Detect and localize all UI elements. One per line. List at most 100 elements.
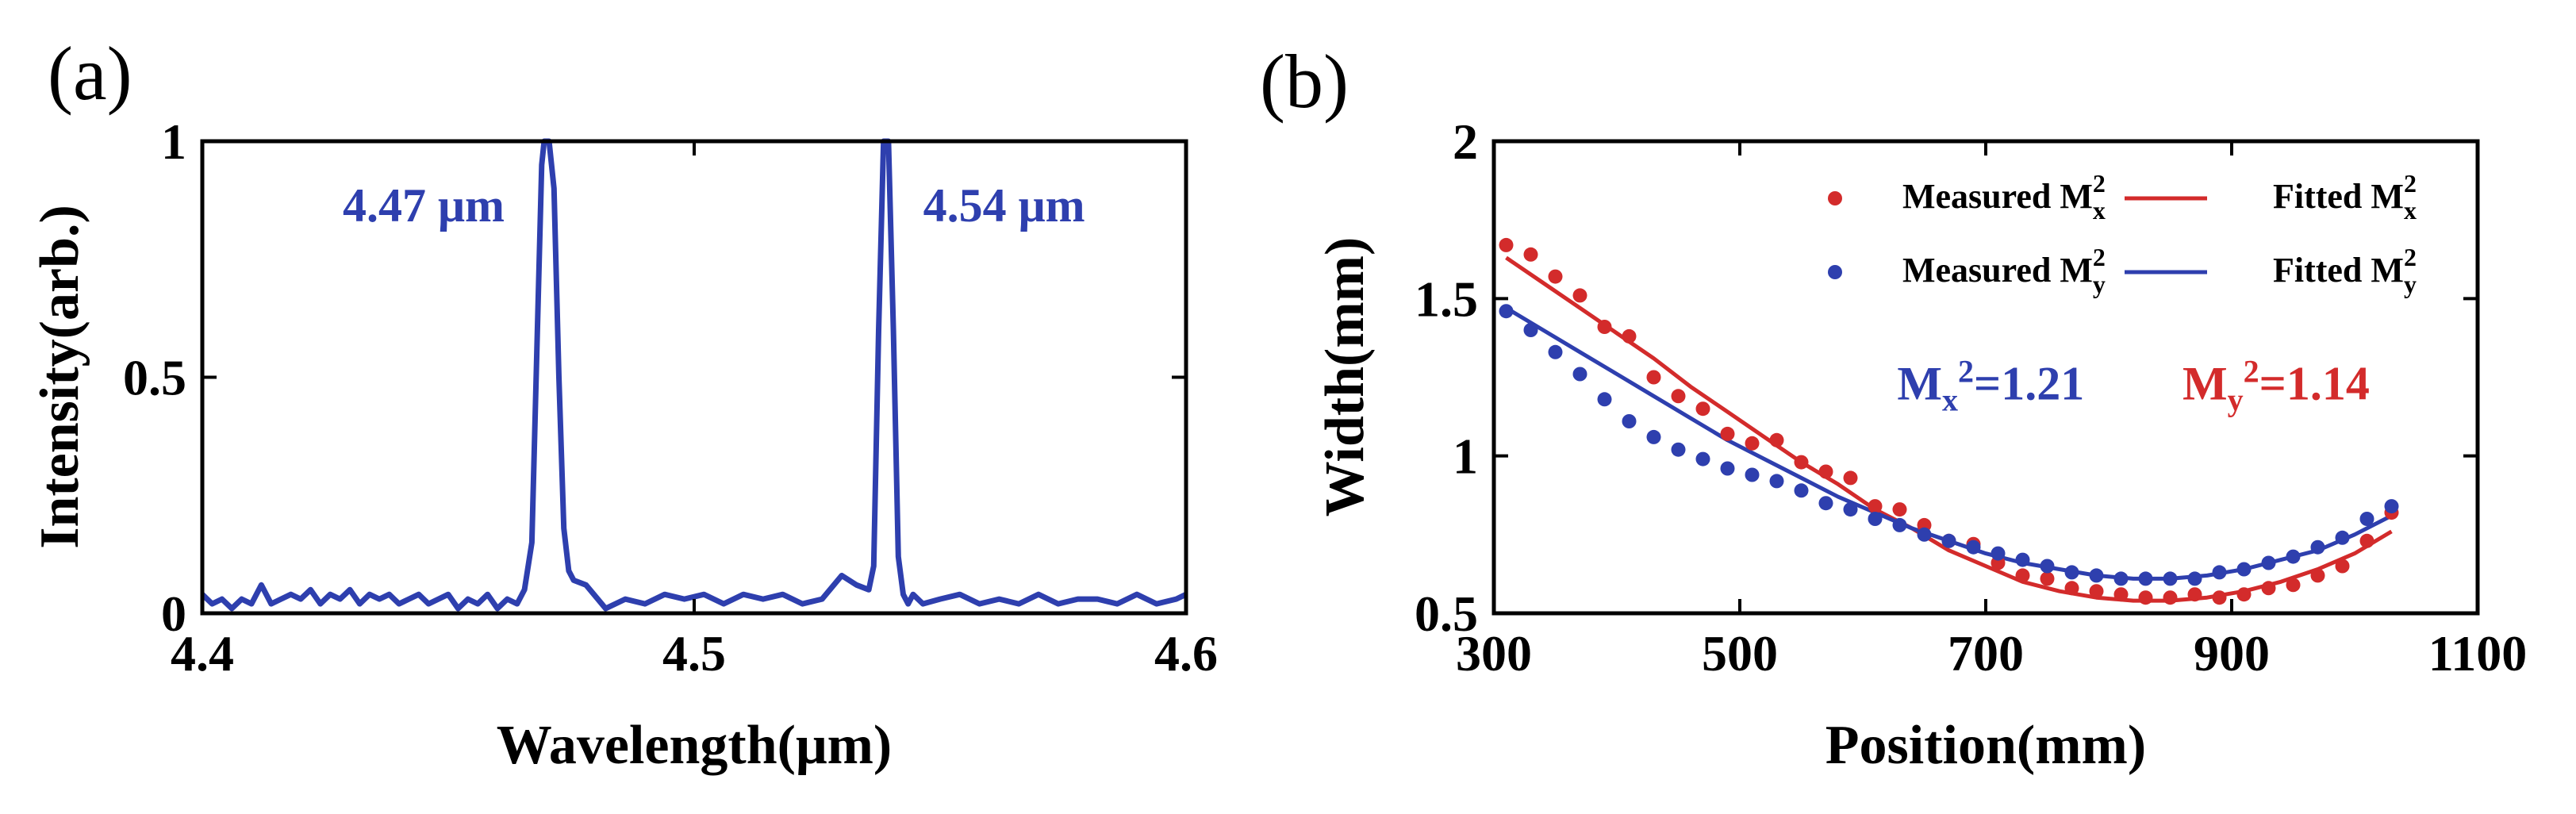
fitted-mx2-line	[1505, 255, 2393, 603]
panel-b-xtick-label: 900	[2194, 625, 2270, 682]
measured-mx2-point	[1745, 436, 1760, 451]
panel-b-xtick-label: 700	[1948, 625, 2024, 682]
measured-my2-point	[1818, 496, 1833, 511]
measured-mx2-point	[1843, 470, 1858, 486]
panel-b-legend: Measured M2 x Fitted M2 x Measured M2 y Fitted…	[1828, 169, 2417, 298]
measured-my2-point	[1745, 467, 1760, 482]
measured-my2-point	[1548, 344, 1563, 359]
measured-my2-point	[1917, 527, 1932, 542]
measured-my2-point	[1868, 512, 1883, 526]
legend-marker-dot	[1828, 265, 1842, 279]
measured-my2-point	[2384, 499, 2399, 514]
panel-b-ytick-label: 0.5	[1415, 586, 1478, 642]
measured-my2-point	[1597, 392, 1612, 407]
measured-mx2-point	[1794, 455, 1809, 470]
panel-b-xtick-label: 300	[1456, 625, 1532, 682]
legend-label: Fitted M2 x	[2273, 169, 2417, 225]
measured-mx2-point	[2236, 587, 2252, 602]
measured-my2-point	[1622, 414, 1637, 428]
measured-my2-point	[2163, 571, 2178, 586]
measured-my2-point	[1892, 517, 1907, 532]
measured-mx2-point	[2335, 559, 2350, 574]
measured-mx2-point	[1597, 320, 1612, 334]
measured-mx2-point	[2113, 587, 2129, 602]
measured-mx2-point	[1499, 237, 1514, 252]
measured-my2-point	[1671, 442, 1686, 457]
measured-mx2-point	[1868, 499, 1883, 514]
measured-my2-point	[1572, 367, 1587, 382]
measured-mx2-point	[2286, 578, 2301, 593]
measured-my2-point	[1523, 323, 1538, 337]
measured-mx2-point	[1695, 401, 1710, 417]
panel-b-m2-annotations: Mx2=1.21 My2=1.14	[1897, 353, 2369, 417]
measured-my2-point	[1499, 304, 1514, 319]
measured-mx2-point	[1769, 432, 1784, 447]
m2-value-1: Mx2=1.21	[1897, 353, 2084, 417]
panel-a-ytick-label: 0	[161, 586, 186, 642]
panel-a-ytick-label: 0.5	[123, 350, 186, 406]
measured-mx2-point	[1818, 464, 1833, 479]
panel-a-xtick-label: 4.4	[171, 625, 234, 682]
measured-mx2-point	[1548, 269, 1563, 284]
panel-b-ytick-label: 2	[1453, 113, 1478, 170]
panel-a-ticks: 4.4 4.5 4.6 0 0.5 1	[123, 113, 1218, 682]
measured-my2-point	[2187, 571, 2202, 586]
measured-my2-point	[1843, 502, 1858, 517]
measured-my2-point	[1966, 539, 1981, 555]
measured-my2-point	[1695, 451, 1710, 467]
panel-b-ytick-label: 1.5	[1415, 271, 1478, 327]
measured-my2-point	[2310, 539, 2325, 555]
measured-mx2-point	[2212, 590, 2227, 605]
measured-my2-point	[2089, 568, 2104, 583]
panel-a-label: (a)	[48, 31, 132, 116]
measured-mx2-point	[2310, 568, 2325, 583]
measured-mx2-point	[2089, 584, 2104, 599]
legend-marker-dot	[1828, 191, 1842, 205]
panel-b-xlabel: Position(mm)	[1825, 715, 2146, 776]
legend-label: Fitted M2 y	[2273, 243, 2417, 298]
legend-label: Measured M2 x	[1902, 169, 2106, 225]
measured-mx2-point	[1892, 502, 1907, 517]
measured-mx2-point	[1720, 426, 1735, 441]
measured-my2-point	[2359, 512, 2374, 526]
panel-a-xlabel: Wavelength(μm)	[497, 715, 893, 776]
panel-b-ylabel: Width(mm)	[1315, 237, 1376, 517]
spectrum-line	[200, 138, 1188, 612]
measured-mx2-point	[2359, 533, 2374, 548]
measured-mx2-point	[2015, 568, 2030, 583]
panel-a: (a) 4.4 4.5 4.6 0 0.5 1 4.47 μm 4.54 μm Wavele…	[29, 31, 1218, 776]
panel-b-ticks: 300 500 700 900 1100 0.5 1 1.5 2	[1415, 113, 2527, 682]
measured-mx2-point	[1671, 389, 1686, 404]
measured-mx2-point	[1622, 328, 1637, 344]
panel-a-xtick-label: 4.5	[662, 625, 726, 682]
measured-my2-point	[2064, 565, 2079, 580]
measured-my2-point	[2015, 552, 2030, 567]
panel-b-label: (b)	[1260, 39, 1349, 124]
measured-mx2-point	[1523, 247, 1538, 262]
measured-my2-point	[1991, 546, 2006, 561]
measured-my2-point	[2335, 530, 2350, 545]
measured-my2-point	[1769, 474, 1784, 489]
legend-label: Measured M2 y	[1902, 243, 2106, 298]
panel-a-annotations: 4.47 μm 4.54 μm	[343, 179, 1085, 232]
m2-value-2: My2=1.14	[2182, 353, 2370, 417]
measured-my2-point	[1794, 483, 1809, 498]
panel-a-series-layer	[200, 138, 1188, 612]
measured-my2-point	[2113, 571, 2129, 586]
measured-mx2-point	[2187, 587, 2202, 602]
panel-b-xtick-label: 1100	[2428, 625, 2527, 682]
measured-my2-point	[2212, 565, 2227, 580]
peak-label-2: 4.54 μm	[923, 179, 1085, 232]
panel-a-ytick-label: 1	[161, 113, 186, 170]
panel-a-xtick-label: 4.6	[1154, 625, 1218, 682]
measured-mx2-point	[2261, 581, 2276, 596]
measured-mx2-point	[2163, 590, 2178, 605]
measured-mx2-point	[1572, 288, 1587, 303]
measured-mx2-point	[2040, 571, 2055, 586]
measured-my2-point	[2261, 555, 2276, 570]
measured-mx2-point	[1646, 370, 1661, 385]
peak-label-1: 4.47 μm	[343, 179, 505, 232]
panel-b-ytick-label: 1	[1453, 428, 1478, 485]
measured-my2-point	[1646, 429, 1661, 444]
